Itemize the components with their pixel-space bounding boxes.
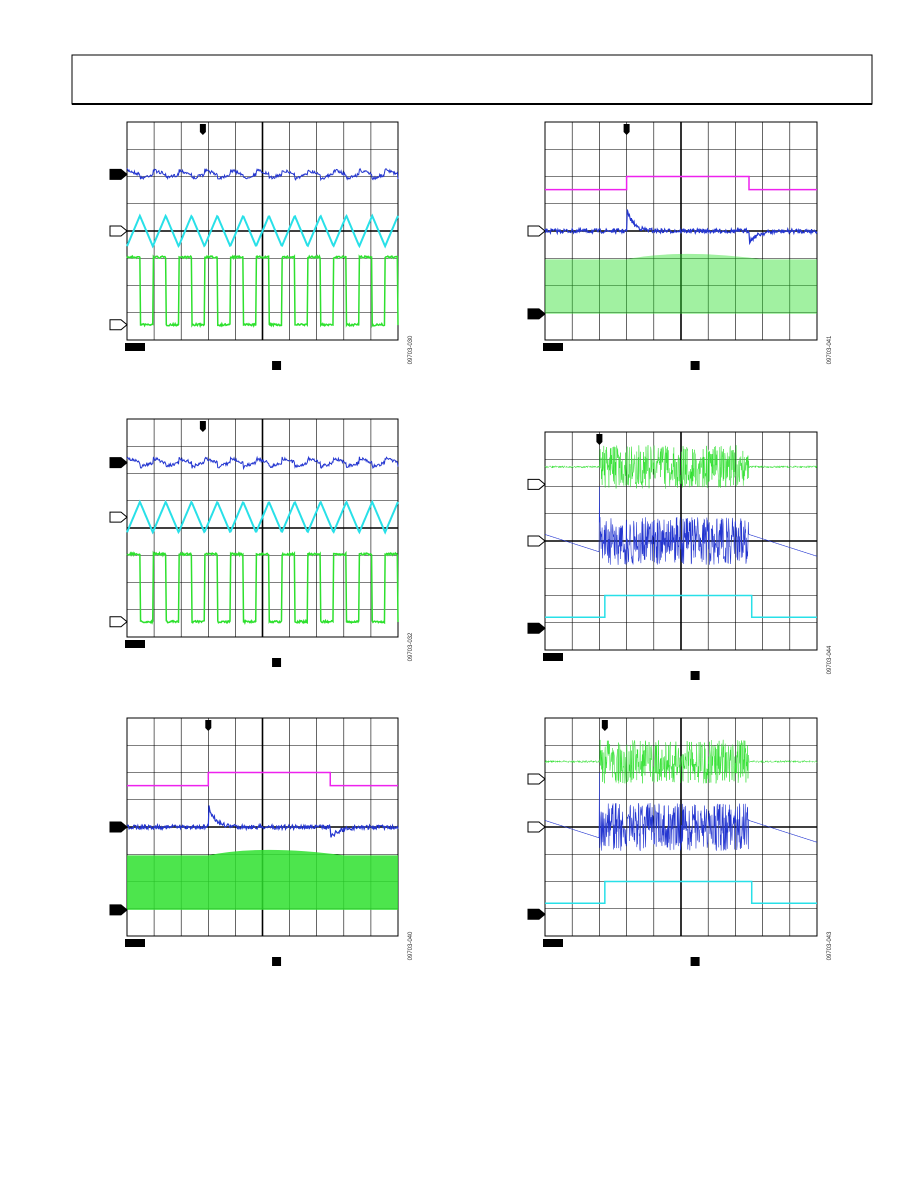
scale-box: [125, 640, 145, 648]
channel-marker: [527, 225, 546, 237]
trace: [126, 550, 399, 625]
scope-panel: 09703-040: [109, 717, 414, 966]
figure-id: 09703-040: [408, 931, 414, 960]
scope-panel: 09703-041: [527, 121, 833, 370]
trace: [126, 253, 399, 329]
channel-marker: [527, 908, 546, 920]
trace: [126, 213, 399, 249]
scale-box: [125, 939, 145, 947]
scale-box: [543, 939, 563, 947]
figure-id: 09703-043: [827, 931, 833, 960]
trace: [545, 175, 817, 191]
trace: [126, 455, 399, 471]
trace: [544, 772, 818, 851]
channel-marker: [109, 319, 128, 331]
channel-marker: [109, 821, 128, 833]
channel-marker: [109, 168, 128, 180]
channel-marker: [109, 457, 128, 469]
trigger-marker: [601, 720, 608, 731]
trace: [544, 739, 818, 784]
scale-box: [125, 343, 145, 351]
timebase-box: [690, 361, 700, 370]
trace: [544, 486, 818, 565]
trace: [126, 167, 399, 182]
scope-panel: 09703-030: [109, 121, 414, 370]
trigger-marker: [199, 124, 206, 135]
channel-marker: [109, 511, 128, 523]
channel-marker: [527, 773, 546, 785]
trace-fill: [545, 253, 817, 314]
trace-fill: [127, 849, 398, 910]
trigger-marker: [623, 124, 630, 135]
trace: [544, 445, 818, 489]
trace: [126, 499, 399, 535]
trace: [545, 594, 817, 619]
channel-marker: [527, 821, 546, 833]
channel-marker: [109, 616, 128, 628]
timebase-box: [272, 957, 282, 966]
trace: [544, 209, 818, 246]
figure-id: 09703-044: [827, 645, 833, 674]
scale-box: [543, 343, 563, 351]
trigger-marker: [596, 434, 603, 445]
channel-marker: [527, 622, 546, 634]
channel-marker: [527, 478, 546, 490]
channel-marker: [527, 535, 546, 547]
scope-panel: 09703-032: [109, 418, 414, 667]
figure-id: 09703-041: [827, 335, 833, 364]
channel-marker: [109, 904, 128, 916]
trace: [545, 880, 817, 905]
timebase-box: [690, 671, 700, 680]
trace: [127, 771, 398, 787]
header-box: [71, 54, 873, 105]
trigger-marker: [205, 720, 212, 731]
scale-box: [543, 653, 563, 661]
figure-id: 09703-030: [408, 335, 414, 364]
trigger-marker: [199, 421, 206, 432]
figure-id: 09703-032: [408, 632, 414, 661]
channel-marker: [109, 225, 128, 237]
scope-panel: 09703-043: [527, 717, 833, 966]
timebase-box: [272, 361, 282, 370]
channel-marker: [527, 308, 546, 320]
timebase-box: [690, 957, 700, 966]
timebase-box: [272, 658, 282, 667]
scope-panel: 09703-044: [527, 431, 833, 680]
trace: [126, 805, 399, 838]
